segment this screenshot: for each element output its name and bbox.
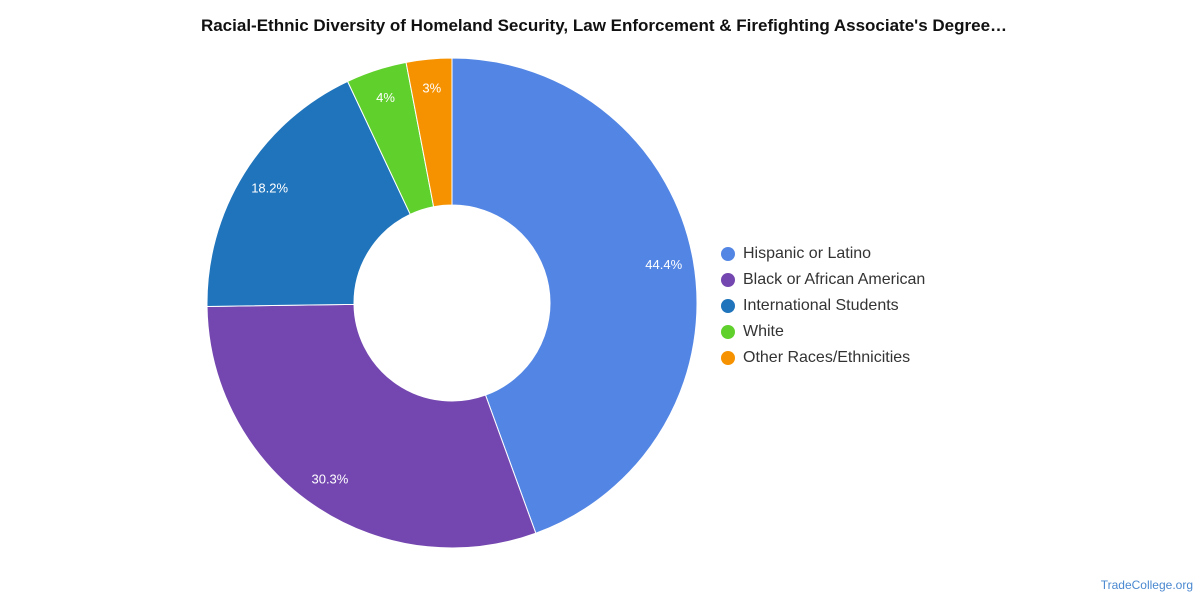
legend-label: Black or African American [743, 271, 926, 288]
chart-legend: Hispanic or Latino Black or African Amer… [721, 241, 925, 371]
legend-swatch [721, 247, 735, 261]
legend-label: Hispanic or Latino [743, 245, 872, 262]
slice-hispanic-or-latino[interactable] [451, 57, 698, 534]
legend-label: White [743, 323, 784, 340]
slice-black-or-african-american[interactable] [206, 303, 537, 549]
slice-labels: 44.4% 30.3% 18.2% 4% 3% [251, 80, 682, 486]
legend-item-hispanic-or-latino[interactable]: Hispanic or Latino [721, 241, 925, 267]
legend-swatch [721, 325, 735, 339]
slice-label-black-or-african-american: 30.3% [311, 471, 348, 486]
legend-swatch [721, 273, 735, 287]
chart-title: Racial-Ethnic Diversity of Homeland Secu… [200, 16, 1008, 35]
legend-swatch [721, 299, 735, 313]
source-credit[interactable]: TradeCollege.org [1100, 578, 1193, 592]
legend-label: Other Races/Ethnicities [743, 349, 911, 366]
legend-swatch [721, 351, 735, 365]
legend-label: International Students [743, 297, 899, 314]
donut-slices [206, 57, 698, 549]
slice-international-students[interactable] [206, 80, 411, 307]
slice-label-international-students: 18.2% [251, 181, 288, 196]
legend-item-international-students[interactable]: International Students [721, 293, 925, 319]
legend-item-black-or-african-american[interactable]: Black or African American [721, 267, 925, 293]
slice-label-white: 4% [376, 90, 395, 105]
slice-label-other-races-ethnicities: 3% [422, 80, 441, 95]
legend-item-other-races-ethnicities[interactable]: Other Races/Ethnicities [721, 345, 925, 371]
legend-item-white[interactable]: White [721, 319, 925, 345]
slice-other-races-ethnicities[interactable] [405, 57, 453, 208]
slice-label-hispanic-or-latino: 44.4% [645, 257, 682, 272]
